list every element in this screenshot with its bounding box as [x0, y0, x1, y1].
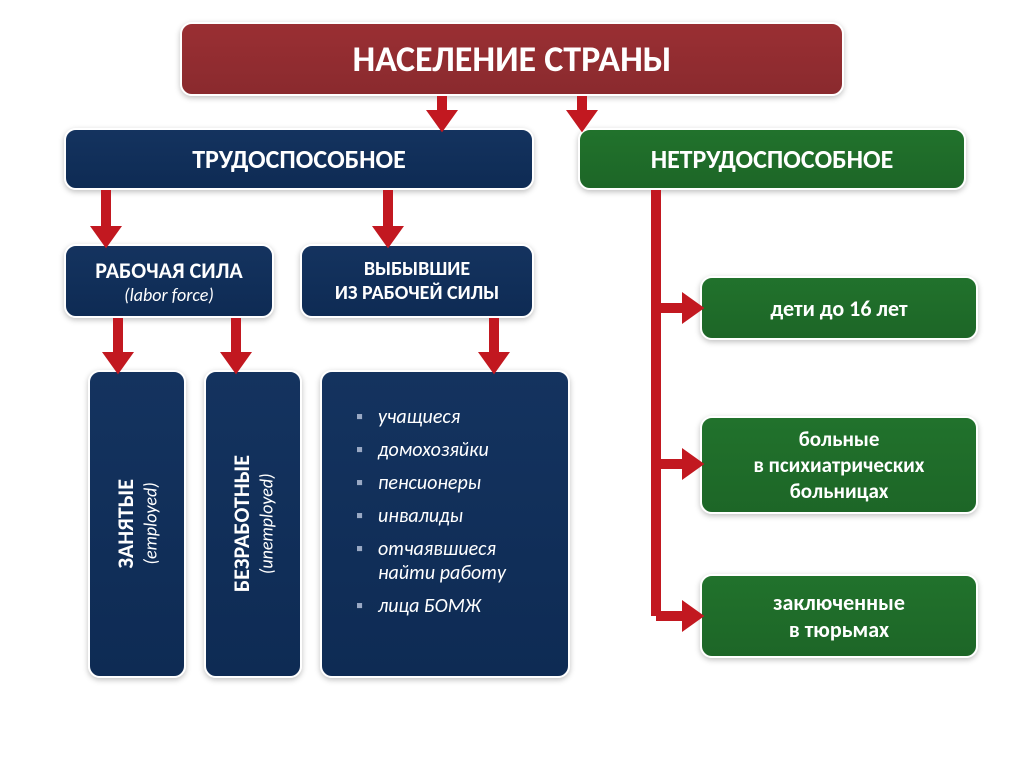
unemployed-main: БЕЗРАБОТНЫЕ [228, 455, 255, 592]
g3-l1: заключенные [773, 589, 905, 616]
labor-sub: (labor force) [124, 284, 214, 306]
list-item: пенсионеры [356, 471, 550, 495]
employed-main: ЗАНЯТЫЕ [112, 479, 139, 568]
labor-main: РАБОЧАЯ СИЛА [95, 257, 243, 284]
list-item: отчаявшиеся найти работу [356, 537, 550, 585]
root-label: НАСЕЛЕНИЕ СТРАНЫ [352, 37, 671, 81]
unemployed-sub: (unemployed) [256, 474, 278, 575]
unable-node: НЕТРУДОСПОСОБНОЕ [578, 128, 966, 190]
list-item: учащиеся [356, 405, 550, 429]
g1-node: дети до 16 лет [700, 276, 978, 340]
unemployed-node: БЕЗРАБОТНЫЕ (unemployed) [204, 370, 302, 678]
employed-sub: (employed) [140, 483, 162, 565]
g2-l3: больницах [790, 478, 889, 504]
g1-label: дети до 16 лет [770, 295, 907, 322]
g3-l2: в тюрьмах [789, 616, 889, 643]
bullets-node: учащиеся домохозяйки пенсионеры инвалиды… [320, 370, 570, 678]
dropped-l2: ИЗ РАБОЧЕЙ СИЛЫ [335, 281, 499, 305]
able-label: ТРУДОСПОСОБНОЕ [192, 143, 406, 175]
dropped-node: ВЫБЫВШИЕ ИЗ РАБОЧЕЙ СИЛЫ [300, 244, 534, 318]
list-item: домохозяйки [356, 438, 550, 462]
employed-node: ЗАНЯТЫЕ (employed) [88, 370, 186, 678]
list-item: лица БОМЖ [356, 594, 550, 618]
g2-node: больные в психиатрических больницах [700, 416, 978, 514]
able-node: ТРУДОСПОСОБНОЕ [64, 128, 534, 190]
g3-node: заключенные в тюрьмах [700, 574, 978, 658]
list-item: инвалиды [356, 504, 550, 528]
dropped-l1: ВЫБЫВШИЕ [364, 257, 470, 281]
g2-l1: больные [799, 426, 880, 452]
root-node: НАСЕЛЕНИЕ СТРАНЫ [180, 22, 844, 96]
unable-label: НЕТРУДОСПОСОБНОЕ [651, 143, 894, 175]
bullets-list: учащиеся домохозяйки пенсионеры инвалиды… [356, 396, 550, 627]
g2-l2: в психиатрических [754, 452, 925, 478]
labor-node: РАБОЧАЯ СИЛА (labor force) [64, 244, 274, 318]
